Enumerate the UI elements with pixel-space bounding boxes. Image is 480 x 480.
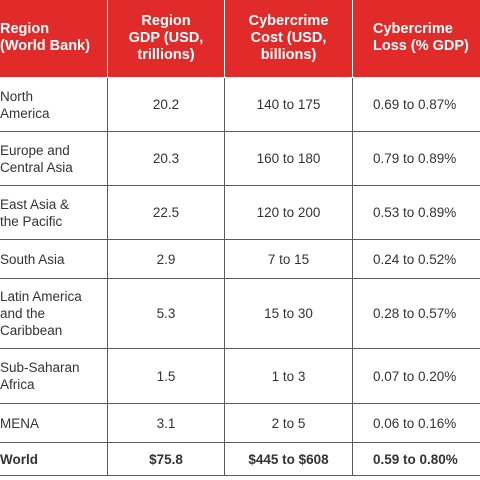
table-row: North America 20.2 140 to 175 0.69 to 0.… <box>0 77 480 132</box>
table-row: Sub-Saharan Africa 1.5 1 to 3 0.07 to 0.… <box>0 348 480 404</box>
table-row: MENA 3.1 2 to 5 0.06 to 0.16% <box>0 403 480 443</box>
gdp-cell: 22.5 <box>107 185 225 240</box>
table-row: South Asia 2.9 7 to 15 0.24 to 0.52% <box>0 239 480 279</box>
region-cell: South Asia <box>0 239 108 279</box>
total-row: World $75.8 $445 to $608 0.59 to 0.80% <box>0 442 480 476</box>
loss-cell: 0.53 to 0.89% <box>352 185 480 240</box>
total-cost-cell: $445 to $608 <box>224 442 353 476</box>
loss-cell: 0.28 to 0.57% <box>352 278 480 349</box>
loss-cell: 0.79 to 0.89% <box>352 131 480 186</box>
loss-cell: 0.24 to 0.52% <box>352 239 480 279</box>
total-region-cell: World <box>0 442 108 476</box>
header-row: Region (World Bank) Region GDP (USD, tri… <box>0 0 480 78</box>
region-cell: Latin America and the Caribbean <box>0 278 108 349</box>
gdp-cell: 5.3 <box>107 278 225 349</box>
cost-cell: 160 to 180 <box>224 131 353 186</box>
region-cell: MENA <box>0 403 108 443</box>
header-cost: Cybercrime Cost (USD, billions) <box>224 0 353 78</box>
table-row: Latin America and the Caribbean 5.3 15 t… <box>0 278 480 349</box>
loss-cell: 0.07 to 0.20% <box>352 348 480 404</box>
region-cell: Europe and Central Asia <box>0 131 108 186</box>
gdp-cell: 20.2 <box>107 77 225 132</box>
gdp-cell: 2.9 <box>107 239 225 279</box>
cost-cell: 7 to 15 <box>224 239 353 279</box>
gdp-cell: 3.1 <box>107 403 225 443</box>
total-gdp-cell: $75.8 <box>107 442 225 476</box>
region-cell: Sub-Saharan Africa <box>0 348 108 404</box>
cost-cell: 15 to 30 <box>224 278 353 349</box>
cost-cell: 1 to 3 <box>224 348 353 404</box>
table-row: East Asia & the Pacific 22.5 120 to 200 … <box>0 185 480 240</box>
cost-cell: 140 to 175 <box>224 77 353 132</box>
total-loss-cell: 0.59 to 0.80% <box>352 442 480 476</box>
cost-cell: 2 to 5 <box>224 403 353 443</box>
header-loss: Cybercrime Loss (% GDP) <box>352 0 480 78</box>
region-cell: North America <box>0 77 108 132</box>
region-cell: East Asia & the Pacific <box>0 185 108 240</box>
loss-cell: 0.69 to 0.87% <box>352 77 480 132</box>
header-region: Region (World Bank) <box>0 0 108 78</box>
gdp-cell: 20.3 <box>107 131 225 186</box>
cost-cell: 120 to 200 <box>224 185 353 240</box>
gdp-cell: 1.5 <box>107 348 225 404</box>
loss-cell: 0.06 to 0.16% <box>352 403 480 443</box>
header-gdp: Region GDP (USD, trillions) <box>107 0 225 78</box>
table-row: Europe and Central Asia 20.3 160 to 180 … <box>0 131 480 186</box>
